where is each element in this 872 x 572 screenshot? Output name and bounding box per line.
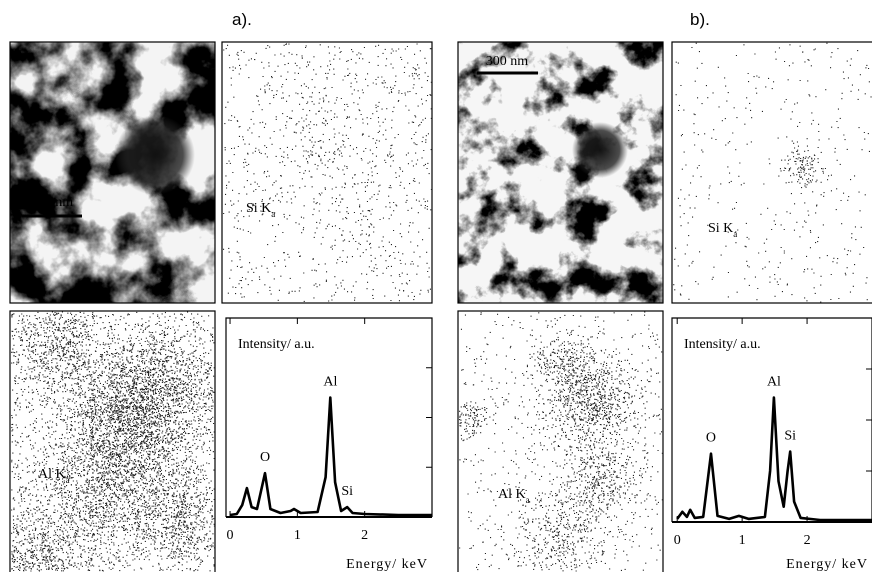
map-label: Si Ka: [246, 201, 275, 219]
dot-map: [673, 42, 872, 303]
dot-map: [223, 43, 432, 302]
scale-bar-label: 300 nm: [31, 195, 74, 210]
x-tick-label: 0: [674, 533, 681, 548]
spectrum-line: [676, 396, 872, 522]
peak-label: Si: [341, 484, 353, 499]
x-tick-label: 2: [361, 528, 368, 543]
plot-frame: [671, 317, 872, 522]
y-axis-label: Intensity/ a.u.: [238, 337, 315, 352]
peak-label: O: [260, 450, 270, 465]
dot-map: [459, 311, 663, 572]
tem-image: 300 nm: [457, 41, 664, 304]
scale-bar-label: 300 nm: [486, 54, 529, 69]
peak-label: O: [706, 431, 716, 446]
x-tick-label: 0: [227, 528, 234, 543]
peak-label: Si: [784, 429, 796, 444]
panel-label: a).: [232, 10, 252, 29]
y-axis-label: Intensity/ a.u.: [684, 337, 761, 352]
x-axis-label: Energy/ keV: [786, 557, 868, 572]
x-tick-label: 1: [294, 528, 301, 543]
panel-label: b).: [690, 10, 710, 29]
map-label: Al Ka: [498, 487, 530, 505]
peak-label: Al: [323, 375, 337, 390]
peak-label: Al: [767, 375, 781, 390]
x-axis-label: Energy/ keV: [346, 557, 428, 572]
element-maps: [9, 41, 872, 572]
spectrum-line: [229, 396, 432, 517]
dot-map: [11, 311, 215, 572]
tem-image: 300 nm: [9, 41, 216, 304]
map-label: Si Ka: [708, 221, 737, 239]
map-label: Al Ka: [38, 467, 70, 485]
x-tick-label: 1: [739, 533, 746, 548]
x-tick-label: 2: [804, 533, 811, 548]
